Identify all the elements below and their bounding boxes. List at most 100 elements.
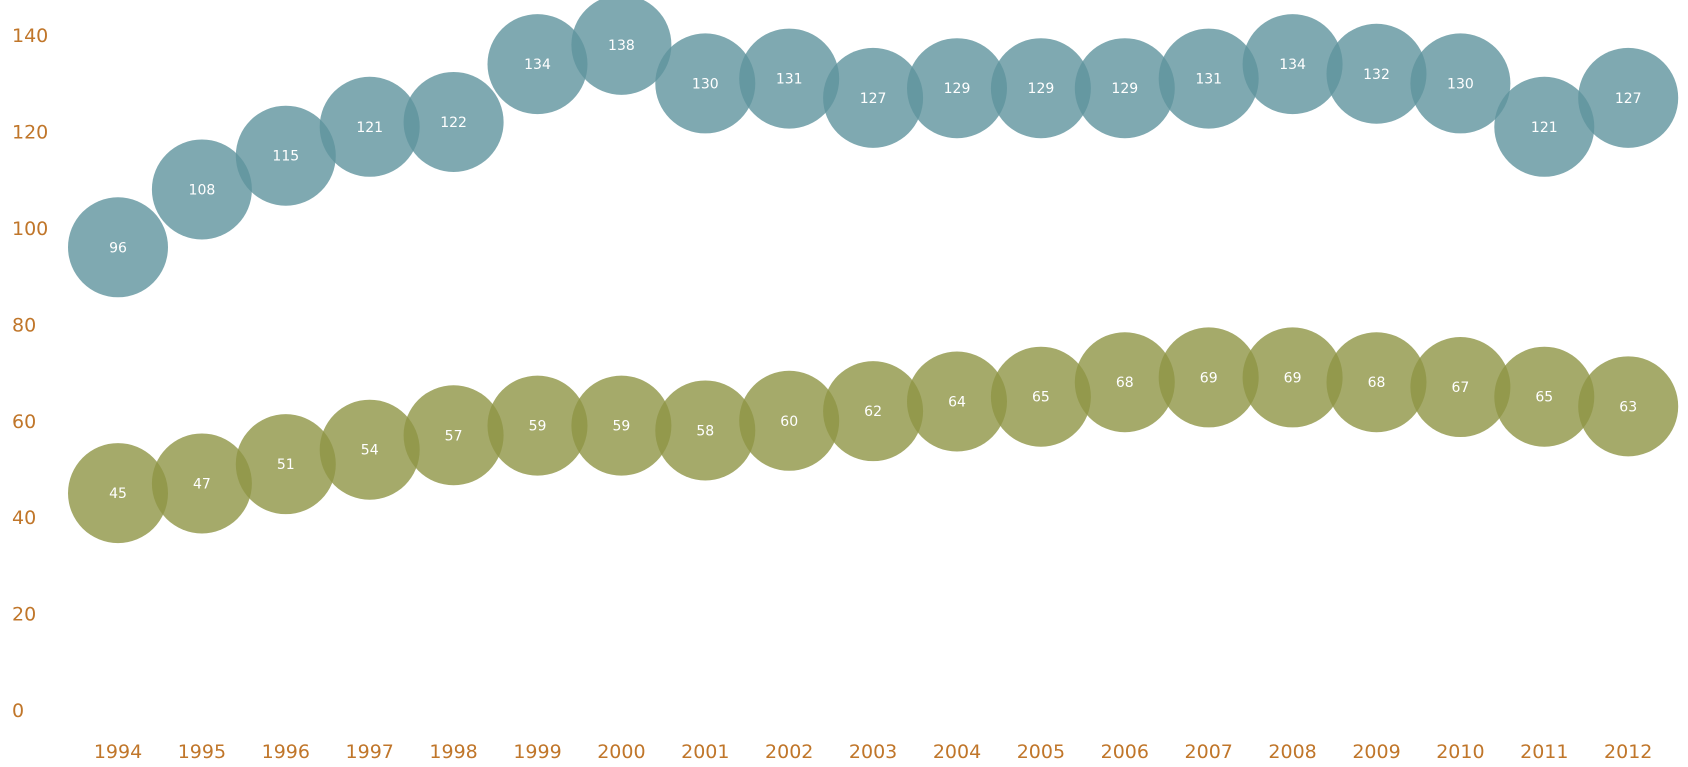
data-label: 96	[109, 240, 127, 256]
bubble-point	[1074, 38, 1175, 139]
data-label: 129	[1111, 81, 1138, 97]
x-tick-label: 1997	[346, 741, 394, 763]
data-label: 62	[864, 404, 882, 420]
bubble-point	[1242, 327, 1343, 428]
data-label: 60	[780, 414, 798, 430]
x-tick-label: 2011	[1520, 741, 1568, 763]
x-tick-label: 2004	[933, 741, 981, 763]
data-label: 45	[109, 486, 127, 502]
bubble-point	[235, 105, 336, 206]
y-tick-label: 40	[12, 507, 36, 529]
data-label: 122	[440, 115, 467, 131]
y-axis: 0 20 40 60 80 100 120 140	[12, 25, 48, 722]
data-label: 51	[277, 457, 295, 473]
y-tick-label: 20	[12, 604, 36, 626]
data-label: 121	[1531, 120, 1558, 136]
x-axis: 1994 1995 1996 1997 1998 1999 2000 2001 2002 2003…	[94, 741, 1653, 763]
series-1: 96 108 115 121 122 134 138 130 131 127 129 129 129 13…	[68, 0, 1679, 298]
data-label: 115	[272, 149, 299, 165]
data-label: 68	[1368, 375, 1386, 391]
data-label: 67	[1451, 380, 1469, 396]
bubble-point	[1158, 327, 1259, 428]
bubble-point	[68, 443, 168, 544]
data-label: 69	[1200, 370, 1218, 386]
bubble-point	[655, 33, 756, 134]
series-2: 45 47 51 54 57 59 59 58 60 62 64 65 68 69 69 68 67 65 63	[68, 327, 1679, 544]
data-label: 59	[612, 419, 630, 435]
bubble-point	[1494, 346, 1595, 447]
bubble-point	[1578, 47, 1679, 148]
data-label: 130	[1447, 76, 1474, 92]
bubble-point	[1326, 332, 1427, 433]
bubble-point	[1158, 28, 1259, 129]
bubble-point	[151, 433, 252, 534]
bubble-point	[151, 139, 252, 240]
bubble-point	[487, 375, 588, 476]
data-label: 68	[1116, 375, 1134, 391]
bubble-point	[319, 399, 420, 500]
data-label: 132	[1363, 67, 1390, 83]
x-tick-label: 1998	[429, 741, 477, 763]
data-label: 59	[529, 419, 547, 435]
bubble-point	[823, 47, 924, 148]
data-label: 57	[445, 428, 463, 444]
data-label: 108	[189, 182, 216, 198]
x-tick-label: 1995	[178, 741, 226, 763]
data-label: 54	[361, 443, 379, 459]
bubble-point	[823, 361, 924, 462]
data-label: 131	[776, 72, 803, 88]
bubble-point	[739, 370, 840, 471]
bubble-point	[403, 385, 504, 486]
x-tick-label: 2005	[1017, 741, 1065, 763]
bubble-point	[571, 375, 672, 476]
bubble-point	[1074, 332, 1175, 433]
y-tick-label: 0	[12, 700, 24, 722]
bubble-point	[68, 197, 168, 298]
data-label: 121	[356, 120, 383, 136]
data-label: 129	[944, 81, 971, 97]
x-tick-label: 2002	[765, 741, 813, 763]
y-tick-label: 140	[12, 25, 48, 47]
x-tick-label: 1994	[94, 741, 142, 763]
x-tick-label: 2008	[1268, 741, 1316, 763]
bubble-point	[739, 28, 840, 129]
x-tick-label: 1996	[262, 741, 310, 763]
series-layer: 96 108 115 121 122 134 138 130 131 127 129 129 129 13…	[68, 0, 1679, 544]
data-label: 64	[948, 395, 966, 411]
data-label: 131	[1195, 72, 1222, 88]
x-tick-label: 2007	[1185, 741, 1233, 763]
data-label: 134	[524, 57, 551, 73]
bubble-point	[403, 71, 504, 172]
x-tick-label: 2001	[681, 741, 729, 763]
data-label: 129	[1028, 81, 1055, 97]
data-label: 127	[860, 91, 887, 107]
bubble-point	[487, 14, 588, 115]
x-tick-label: 2003	[849, 741, 897, 763]
x-tick-label: 2009	[1352, 741, 1400, 763]
x-tick-label: 2000	[597, 741, 645, 763]
bubble-point	[907, 351, 1007, 452]
bubble-point	[1410, 337, 1511, 438]
x-tick-label: 2010	[1436, 741, 1484, 763]
bubble-point	[907, 38, 1007, 139]
x-tick-label: 2012	[1604, 741, 1652, 763]
data-label: 69	[1284, 370, 1302, 386]
bubble-point	[1326, 23, 1427, 124]
data-label: 127	[1615, 91, 1642, 107]
bubble-point	[1578, 356, 1679, 457]
bubble-point	[1410, 33, 1511, 134]
data-label: 65	[1032, 390, 1050, 406]
bubble-point	[655, 380, 756, 481]
y-tick-label: 100	[12, 218, 48, 240]
data-label: 138	[608, 38, 635, 54]
bubble-point	[1494, 76, 1595, 177]
bubble-point	[990, 346, 1091, 447]
data-label: 130	[692, 76, 719, 92]
x-tick-label: 1999	[513, 741, 561, 763]
bubble-point	[319, 76, 420, 177]
data-label: 134	[1279, 57, 1306, 73]
y-tick-label: 120	[12, 122, 48, 144]
x-tick-label: 2006	[1101, 741, 1149, 763]
